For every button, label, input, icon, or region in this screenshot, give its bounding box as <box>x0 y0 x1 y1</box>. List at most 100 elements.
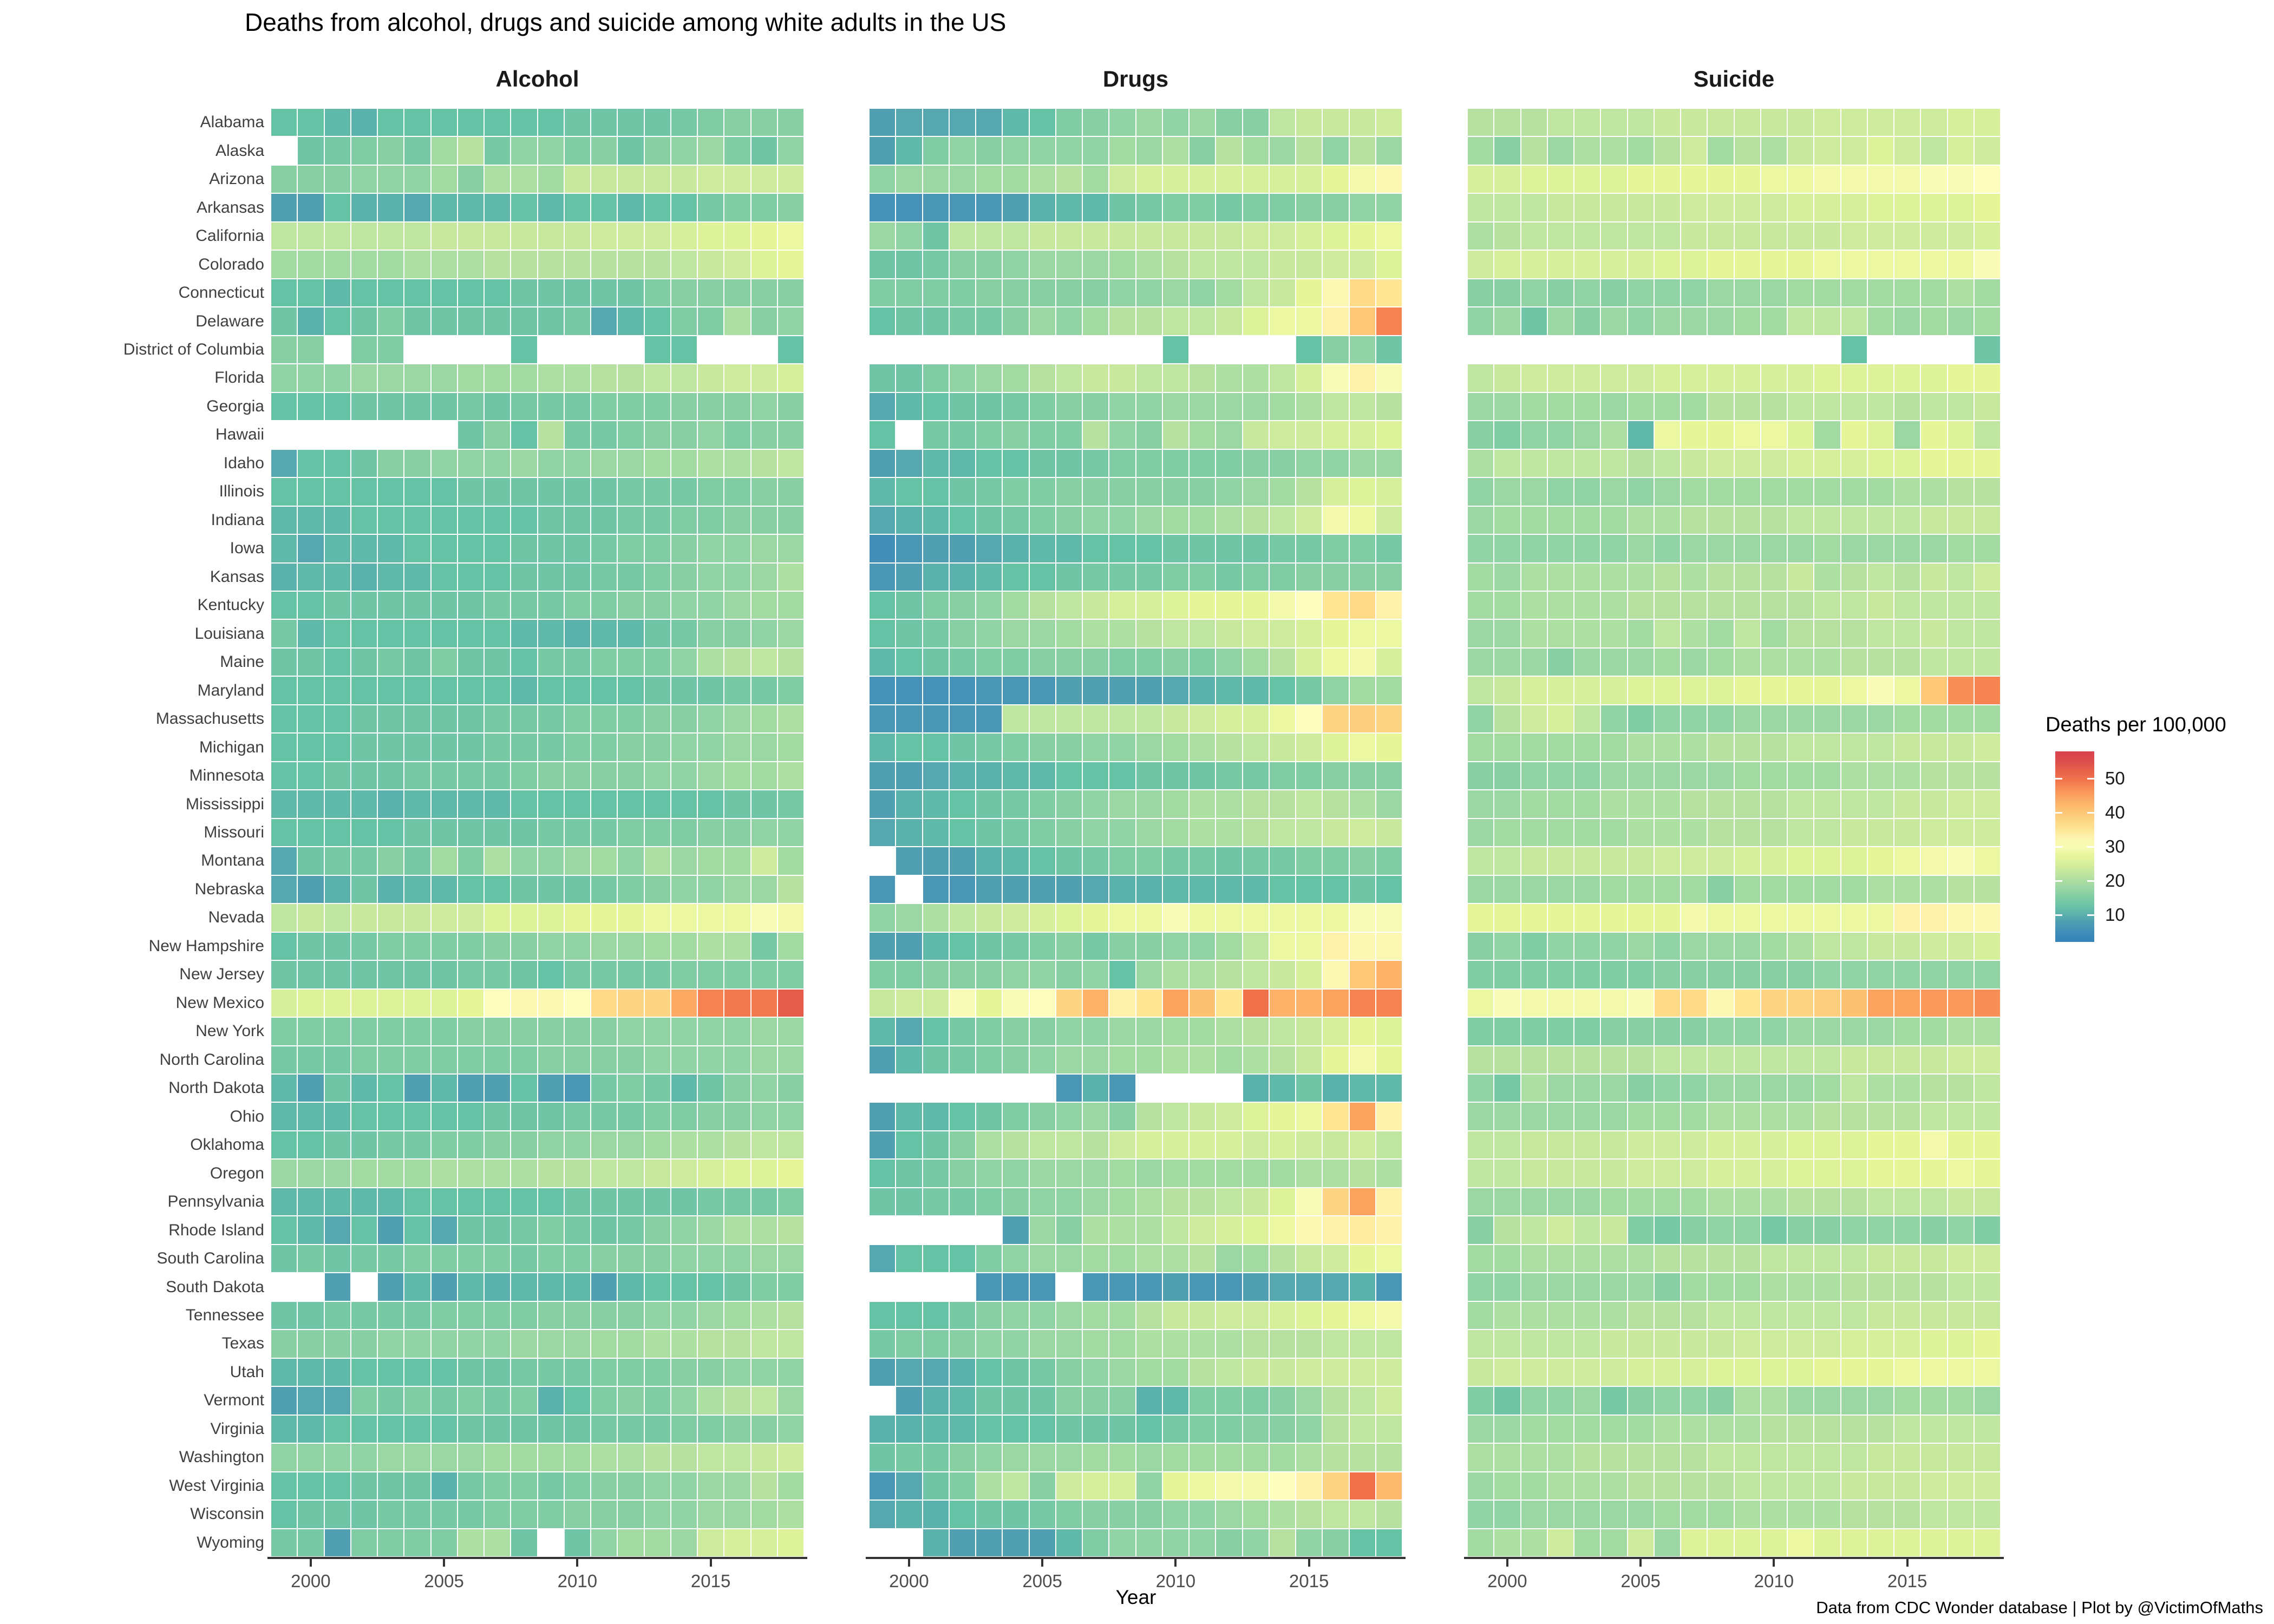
heatmap-cell <box>404 535 430 562</box>
heatmap-cell <box>1974 1046 2000 1073</box>
heatmap-cell <box>724 535 750 562</box>
heatmap-cell <box>644 648 670 676</box>
heatmap-cell <box>1056 1131 1082 1159</box>
heatmap-cell <box>1468 137 1494 165</box>
heatmap-cell <box>1056 734 1082 761</box>
heatmap-cell <box>485 279 511 307</box>
heatmap-cell <box>564 1501 590 1528</box>
heatmap-cell <box>271 1330 297 1358</box>
heatmap-cell <box>949 563 975 591</box>
heatmap-cell <box>1083 194 1109 221</box>
heatmap-cell <box>271 506 297 534</box>
heatmap-cell <box>1628 1301 1654 1330</box>
heatmap-cell <box>324 620 350 647</box>
heatmap-cell <box>1734 1529 1760 1556</box>
heatmap-cell <box>1921 1245 1947 1273</box>
heatmap-cell <box>1376 1529 1402 1556</box>
heatmap-cell <box>751 421 777 449</box>
heatmap-cell <box>1974 705 2000 733</box>
heatmap-cell <box>1974 222 2000 250</box>
heatmap-cell <box>351 1188 377 1216</box>
heatmap-cell <box>644 137 670 165</box>
heatmap-cell <box>431 677 457 704</box>
heatmap-cell <box>1468 677 1494 704</box>
heatmap-cell <box>923 1245 949 1273</box>
heatmap-cell <box>1190 790 1216 818</box>
heatmap-cell <box>538 648 564 676</box>
heatmap-cell <box>1190 1160 1216 1187</box>
heatmap-cell <box>1628 904 1654 932</box>
heatmap-cell <box>1494 1160 1520 1187</box>
heatmap-cell <box>1468 1273 1494 1301</box>
heatmap-cell <box>591 989 617 1017</box>
heatmap-cell <box>1894 1330 1920 1358</box>
heatmap-cell <box>1521 1358 1547 1386</box>
heatmap-cell <box>1894 1103 1920 1130</box>
heatmap-cell <box>1296 1018 1322 1045</box>
heatmap-cell <box>777 1103 803 1130</box>
heatmap-cell <box>1974 563 2000 591</box>
heatmap-cell <box>1761 818 1787 847</box>
heatmap-cell <box>1921 137 1947 165</box>
heatmap-cell <box>671 165 697 193</box>
heatmap-cell <box>1269 790 1295 818</box>
heatmap-cell <box>298 165 324 193</box>
heatmap-cell <box>1654 1046 1680 1073</box>
heatmap-cell <box>1734 1387 1760 1415</box>
heatmap-cell <box>1628 1245 1654 1273</box>
heatmap-cell <box>1269 1444 1295 1471</box>
heatmap-cell <box>1708 1330 1734 1358</box>
heatmap-cell <box>1974 1501 2000 1528</box>
heatmap-cell <box>698 222 724 250</box>
heatmap-cell <box>923 1301 949 1330</box>
heatmap-cell <box>1841 677 1867 704</box>
heatmap-cell <box>431 109 457 136</box>
heatmap-cell <box>1162 364 1188 392</box>
heatmap-cell <box>1323 961 1349 988</box>
heatmap-cell <box>1628 364 1654 392</box>
heatmap-cell <box>1761 364 1787 392</box>
heatmap-cell <box>976 279 1002 307</box>
heatmap-cell <box>698 165 724 193</box>
state-label: Louisiana <box>194 624 264 643</box>
heatmap-cell <box>976 677 1002 704</box>
heatmap-cell <box>1468 392 1494 421</box>
heatmap-cell <box>1162 506 1188 534</box>
heatmap-cell <box>1269 904 1295 932</box>
heatmap-cell <box>1601 251 1627 278</box>
heatmap-cell <box>949 506 975 534</box>
heatmap-cell <box>698 1075 724 1102</box>
heatmap-cell <box>1628 165 1654 193</box>
heatmap-cell <box>1109 165 1135 193</box>
heatmap-cell <box>591 592 617 619</box>
heatmap-cell <box>1003 109 1029 136</box>
heatmap-cell <box>671 1301 697 1330</box>
heatmap-cell <box>1376 1103 1402 1130</box>
heatmap-cell <box>1109 989 1135 1017</box>
heatmap-cell <box>1296 904 1322 932</box>
state-label: Oklahoma <box>190 1136 264 1154</box>
heatmap-cell <box>870 790 896 818</box>
heatmap-cell <box>1349 790 1375 818</box>
heatmap-cell <box>1761 1188 1787 1216</box>
heatmap-cell <box>485 1018 511 1045</box>
heatmap-cell <box>511 251 537 278</box>
heatmap-cell <box>976 1501 1002 1528</box>
heatmap-cell <box>644 592 670 619</box>
heatmap-cell <box>1083 251 1109 278</box>
heatmap-cell <box>1788 478 1814 506</box>
heatmap-cell <box>1521 875 1547 903</box>
heatmap-cell <box>1814 392 1840 421</box>
heatmap-cell <box>591 1245 617 1273</box>
heatmap-cell <box>1948 592 1974 619</box>
heatmap-cell <box>431 904 457 932</box>
heatmap-cell <box>1521 961 1547 988</box>
heatmap-cell <box>644 904 670 932</box>
heatmap-cell <box>1734 1273 1760 1301</box>
heatmap-cell <box>1109 222 1135 250</box>
heatmap-cell <box>1708 449 1734 477</box>
heatmap-cell <box>751 705 777 733</box>
heatmap-cell <box>298 478 324 506</box>
heatmap-cell <box>618 222 644 250</box>
heatmap-cell <box>431 1160 457 1187</box>
